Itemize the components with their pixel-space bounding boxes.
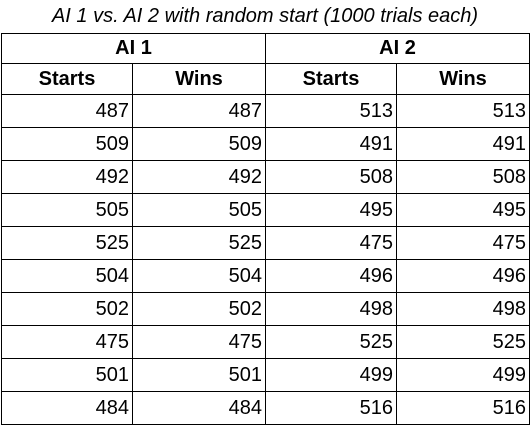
results-sheet: AI 1 vs. AI 2 with random start (1000 tr… xyxy=(1,5,530,425)
cell-ai2-starts: 499 xyxy=(265,358,397,392)
cell-ai1-wins: 501 xyxy=(132,358,266,392)
cell-ai1-wins: 487 xyxy=(132,94,266,128)
cell-ai2-wins: 475 xyxy=(396,226,530,260)
cell-ai1-wins: 525 xyxy=(132,226,266,260)
column-header-ai2-wins: Wins xyxy=(396,63,530,95)
cell-ai1-starts: 475 xyxy=(1,325,133,359)
column-header-ai2-starts: Starts xyxy=(265,63,397,95)
cell-ai2-starts: 495 xyxy=(265,193,397,227)
cell-ai2-starts: 496 xyxy=(265,259,397,293)
cell-ai1-starts: 525 xyxy=(1,226,133,260)
cell-ai2-wins: 499 xyxy=(396,358,530,392)
cell-ai2-wins: 496 xyxy=(396,259,530,293)
table-title: AI 1 vs. AI 2 with random start (1000 tr… xyxy=(51,5,479,27)
table-row: 502 502 498 498 xyxy=(1,292,530,326)
cell-ai1-wins: 484 xyxy=(132,391,266,425)
cell-ai2-wins: 525 xyxy=(396,325,530,359)
cell-ai1-wins: 504 xyxy=(132,259,266,293)
cell-ai2-starts: 516 xyxy=(265,391,397,425)
cell-ai2-starts: 525 xyxy=(265,325,397,359)
cell-ai2-starts: 498 xyxy=(265,292,397,326)
cell-ai1-starts: 484 xyxy=(1,391,133,425)
group-header-ai1: AI 1 xyxy=(1,33,266,64)
cell-ai2-wins: 498 xyxy=(396,292,530,326)
cell-ai2-wins: 513 xyxy=(396,94,530,128)
cell-ai2-starts: 513 xyxy=(265,94,397,128)
cell-ai1-starts: 501 xyxy=(1,358,133,392)
cell-ai1-wins: 492 xyxy=(132,160,266,194)
table-body: 487 487 513 513 509 509 491 491 492 492 508 508 505 5… xyxy=(1,94,530,425)
cell-ai1-starts: 505 xyxy=(1,193,133,227)
column-header-row: Starts Wins Starts Wins xyxy=(1,63,530,95)
table-row: 487 487 513 513 xyxy=(1,94,530,128)
table-row: 492 492 508 508 xyxy=(1,160,530,194)
table-row: 475 475 525 525 xyxy=(1,325,530,359)
group-header-row: AI 1 AI 2 xyxy=(1,33,530,64)
table-row: 504 504 496 496 xyxy=(1,259,530,293)
cell-ai1-starts: 504 xyxy=(1,259,133,293)
cell-ai2-starts: 491 xyxy=(265,127,397,161)
cell-ai2-wins: 508 xyxy=(396,160,530,194)
table-row: 501 501 499 499 xyxy=(1,358,530,392)
cell-ai2-wins: 495 xyxy=(396,193,530,227)
cell-ai1-wins: 475 xyxy=(132,325,266,359)
table-row: 505 505 495 495 xyxy=(1,193,530,227)
table-row: 509 509 491 491 xyxy=(1,127,530,161)
group-header-ai2: AI 2 xyxy=(265,33,530,64)
cell-ai1-starts: 492 xyxy=(1,160,133,194)
column-header-ai1-starts: Starts xyxy=(1,63,133,95)
cell-ai2-starts: 475 xyxy=(265,226,397,260)
table-row: 484 484 516 516 xyxy=(1,391,530,425)
cell-ai1-starts: 502 xyxy=(1,292,133,326)
column-header-ai1-wins: Wins xyxy=(132,63,266,95)
results-table: AI 1 AI 2 Starts Wins Starts Wins 487 487… xyxy=(1,33,530,425)
cell-ai1-starts: 487 xyxy=(1,94,133,128)
table-row: 525 525 475 475 xyxy=(1,226,530,260)
cell-ai1-starts: 509 xyxy=(1,127,133,161)
cell-ai1-wins: 509 xyxy=(132,127,266,161)
cell-ai2-wins: 516 xyxy=(396,391,530,425)
cell-ai2-starts: 508 xyxy=(265,160,397,194)
cell-ai1-wins: 505 xyxy=(132,193,266,227)
cell-ai1-wins: 502 xyxy=(132,292,266,326)
cell-ai2-wins: 491 xyxy=(396,127,530,161)
